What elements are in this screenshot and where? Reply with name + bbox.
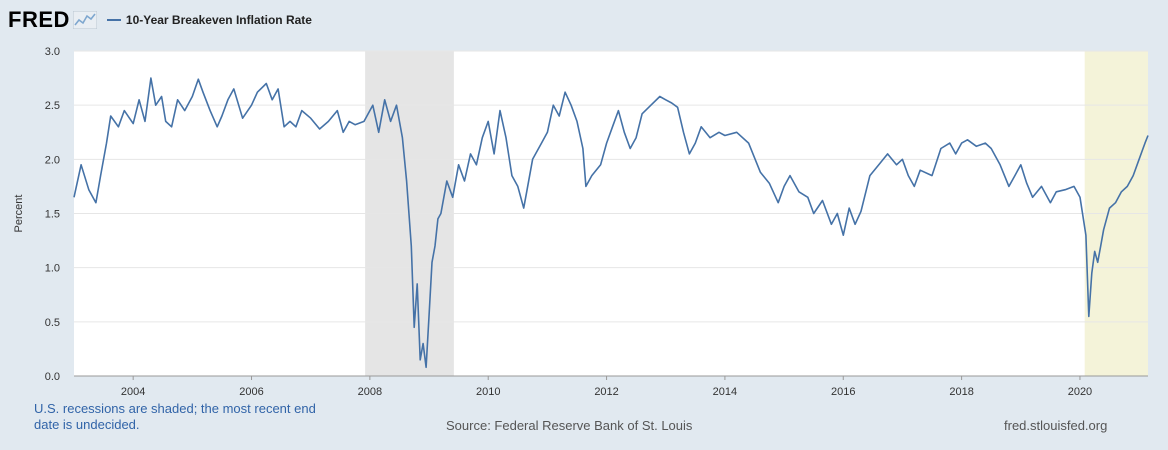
y-tick-label: 1.0	[45, 263, 60, 275]
chart-header: FRED 10-Year Breakeven Inflation Rate	[8, 6, 312, 34]
x-tick-label: 2014	[713, 386, 737, 398]
x-tick-label: 2016	[831, 386, 855, 398]
y-tick-label: 1.5	[45, 209, 60, 221]
x-tick-label: 2008	[358, 386, 382, 398]
fred-chart-icon	[72, 11, 97, 29]
y-axis-label: Percent	[13, 195, 25, 233]
y-tick-label: 2.0	[45, 154, 60, 166]
x-tick-label: 2010	[476, 386, 500, 398]
fred-logo[interactable]: FRED	[8, 7, 70, 32]
legend-swatch	[106, 19, 121, 21]
x-tick-label: 2020	[1068, 386, 1092, 398]
series-line	[73, 77, 1149, 369]
y-tick-label: 3.0	[45, 46, 60, 58]
site-url[interactable]: fred.stlouisfed.org	[1004, 418, 1108, 433]
recession-note: U.S. recessions are shaded; the most rec…	[34, 401, 316, 432]
x-tick-label: 2018	[949, 386, 973, 398]
legend-label: 10-Year Breakeven Inflation Rate	[125, 13, 312, 27]
legend-item: 10-Year Breakeven Inflation Rate	[106, 13, 312, 27]
source-text: Source: Federal Reserve Bank of St. Loui…	[446, 418, 693, 433]
x-tick-label: 2006	[239, 386, 263, 398]
y-tick-label: 0.0	[45, 371, 60, 383]
y-tick-label: 2.5	[45, 100, 60, 112]
x-tick-label: 2004	[121, 386, 145, 398]
x-tick-label: 2012	[594, 386, 618, 398]
line-chart: Percent 0.0 0.5 1.0 1.5 2.0 2.5 3.0 2004 2006 200…	[13, 46, 1149, 398]
y-tick-label: 0.5	[45, 317, 60, 329]
